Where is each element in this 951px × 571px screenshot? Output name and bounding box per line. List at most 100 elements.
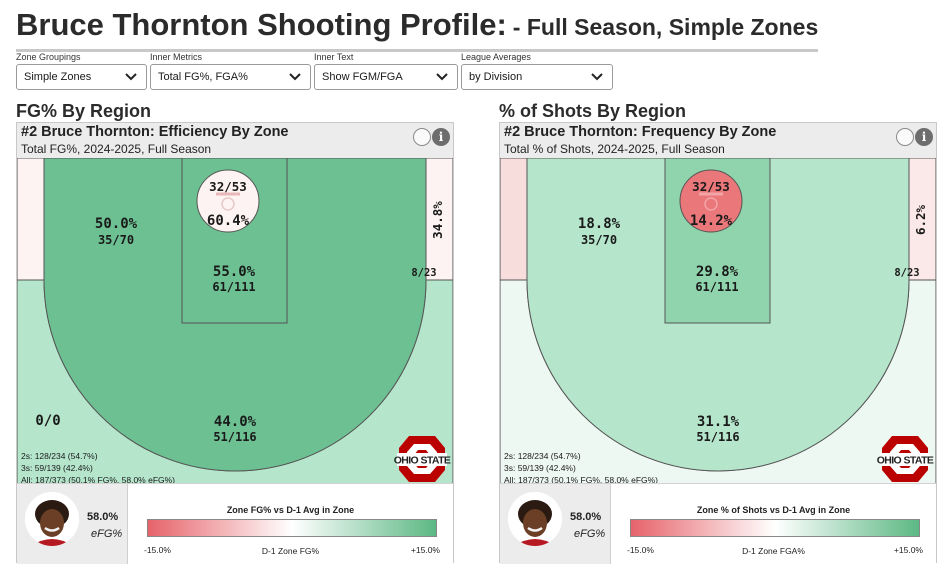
footer-divider [610, 484, 611, 564]
color-legend: Zone % of Shots vs D-1 Avg in Zone -15.0… [611, 484, 936, 564]
info-icon[interactable]: i [915, 128, 933, 146]
legend-title: Zone FG% vs D-1 Avg in Zone [226, 505, 355, 515]
legend-title: Zone % of Shots vs D-1 Avg in Zone [696, 505, 851, 515]
paint-frac: 61/111 [695, 280, 738, 294]
efg-label: eFG% [91, 528, 123, 540]
efg-value: 58.0% [570, 511, 602, 523]
efg-label: eFG% [574, 528, 606, 540]
corner-right-metric: 34.8% [430, 201, 445, 239]
zone-corner-left [17, 158, 45, 281]
stats-all: All: 187/373 (50.1% FG%, 58.0% eFG%) [504, 475, 659, 485]
rim-metric: 60.4% [207, 213, 250, 229]
league-averages-value: by Division [469, 71, 523, 83]
frequency-shot-chart: 32/53 14.2% 29.8% 61/111 18.8% 35/70 6.2… [500, 158, 936, 492]
frequency-panel-subtitle: Total % of Shots, 2024-2025, Full Season [504, 142, 725, 156]
paint-metric: 55.0% [213, 264, 256, 280]
legend-axis-label: D-1 Zone FGA% [742, 546, 805, 556]
legend-axis-label: D-1 Zone FG% [261, 546, 320, 556]
rim-metric: 14.2% [690, 213, 733, 229]
inner-metrics-value: Total FG%, FGA% [158, 71, 248, 83]
efg-value: 58.0% [87, 511, 119, 523]
stats-summary: 2s: 128/234 (54.7%) 3s: 59/139 (42.4%) A… [21, 450, 175, 486]
hoop-ring [704, 197, 718, 211]
midrange-frac: 35/70 [98, 233, 134, 247]
midrange-metric: 50.0% [95, 216, 138, 232]
zone-groupings-label: Zone Groupings [16, 52, 81, 62]
stats-summary: 2s: 128/234 (54.7%) 3s: 59/139 (42.4%) A… [504, 450, 658, 486]
zone-groupings-select[interactable]: Simple Zones [16, 64, 147, 90]
avatar [25, 492, 79, 546]
legend-max: +15.0% [410, 545, 440, 555]
midrange-metric: 18.8% [578, 216, 621, 232]
league-averages-select[interactable]: by Division [461, 64, 613, 90]
three-point-frac: 51/116 [696, 430, 739, 444]
corner-right-frac: 8/23 [411, 267, 436, 279]
corner-left-metric: 0/0 [35, 413, 60, 429]
league-averages-label: League Averages [461, 52, 531, 62]
stats-twos: 2s: 128/234 (54.7%) [21, 451, 98, 461]
three-point-frac: 51/116 [213, 430, 256, 444]
frequency-panel-header: #2 Bruce Thornton: Frequency By Zone Tot… [500, 123, 936, 157]
legend-gradient-bar [147, 519, 437, 537]
stats-threes: 3s: 59/139 (42.4%) [504, 463, 576, 473]
shots-by-region-heading: % of Shots By Region [499, 101, 687, 121]
hoop-ring [221, 197, 235, 211]
stats-all: All: 187/373 (50.1% FG%, 58.0% eFG%) [21, 475, 176, 485]
midrange-frac: 35/70 [581, 233, 617, 247]
info-icon[interactable]: i [432, 128, 450, 146]
legend-gradient-bar [630, 519, 920, 537]
page-title-subtitle: - Full Season, Simple Zones [512, 14, 819, 40]
inner-metrics-label: Inner Metrics [150, 52, 203, 62]
chevron-down-icon [289, 73, 301, 81]
rim-frac: 32/53 [209, 179, 247, 194]
efficiency-shot-chart: 32/53 60.4% 55.0% 61/111 50.0% 35/70 34.… [17, 158, 453, 492]
three-point-metric: 31.1% [697, 414, 740, 430]
fg-by-region-heading: FG% By Region [16, 101, 152, 121]
zone-rim [679, 169, 743, 233]
inner-text-select[interactable]: Show FGM/FGA [314, 64, 458, 90]
inner-metrics-control: Inner Metrics Total FG%, FGA% [150, 51, 311, 90]
circle-toggle-icon[interactable] [896, 128, 914, 146]
zone-groupings-control: Zone Groupings Simple Zones [16, 51, 147, 90]
inner-text-value: Show FGM/FGA [322, 71, 403, 83]
rim-frac: 32/53 [692, 179, 730, 194]
zone-corner-right [425, 158, 453, 281]
paint-metric: 29.8% [696, 264, 739, 280]
color-legend: Zone FG% vs D-1 Avg in Zone -15.0% D-1 Z… [128, 484, 453, 564]
zone-rim [196, 169, 260, 233]
chevron-down-icon [436, 73, 448, 81]
efficiency-panel-header: #2 Bruce Thornton: Efficiency By Zone To… [17, 123, 453, 157]
zone-corner-left [500, 158, 528, 281]
ohio-state-logo: OHIO STATE [394, 436, 451, 482]
page-title: Bruce Thornton Shooting Profile: - Full S… [16, 7, 819, 52]
inner-metrics-select[interactable]: Total FG%, FGA% [150, 64, 311, 90]
svg-text:OHIO STATE: OHIO STATE [877, 455, 934, 467]
paint-frac: 61/111 [212, 280, 255, 294]
frequency-panel: #2 Bruce Thornton: Frequency By Zone Tot… [499, 122, 937, 564]
avatar [508, 492, 562, 546]
stats-threes: 3s: 59/139 (42.4%) [21, 463, 93, 473]
corner-right-frac: 8/23 [894, 267, 919, 279]
efficiency-panel: #2 Bruce Thornton: Efficiency By Zone To… [16, 122, 454, 564]
legend-min: -15.0% [627, 545, 654, 555]
legend-min: -15.0% [144, 545, 171, 555]
legend-max: +15.0% [893, 545, 923, 555]
page-title-main: Bruce Thornton Shooting Profile: [16, 7, 507, 42]
chevron-down-icon [125, 73, 137, 81]
corner-right-metric: 6.2% [913, 204, 928, 235]
efficiency-panel-title: #2 Bruce Thornton: Efficiency By Zone [21, 124, 289, 140]
inner-text-control: Inner Text Show FGM/FGA [314, 51, 458, 90]
circle-toggle-icon[interactable] [413, 128, 431, 146]
zone-groupings-value: Simple Zones [24, 71, 92, 83]
efficiency-panel-footer: 58.0% eFG% Zone FG% vs D-1 Avg in Zone -… [17, 483, 453, 564]
ohio-state-logo: OHIO STATE [877, 436, 934, 482]
footer-divider [127, 484, 128, 564]
league-averages-control: League Averages by Division [461, 51, 613, 90]
three-point-metric: 44.0% [214, 414, 257, 430]
chevron-down-icon [591, 73, 603, 81]
efficiency-panel-subtitle: Total FG%, 2024-2025, Full Season [21, 142, 212, 156]
inner-text-label: Inner Text [314, 52, 354, 62]
frequency-panel-title: #2 Bruce Thornton: Frequency By Zone [504, 124, 777, 140]
stats-twos: 2s: 128/234 (54.7%) [504, 451, 581, 461]
svg-text:OHIO STATE: OHIO STATE [394, 455, 451, 467]
